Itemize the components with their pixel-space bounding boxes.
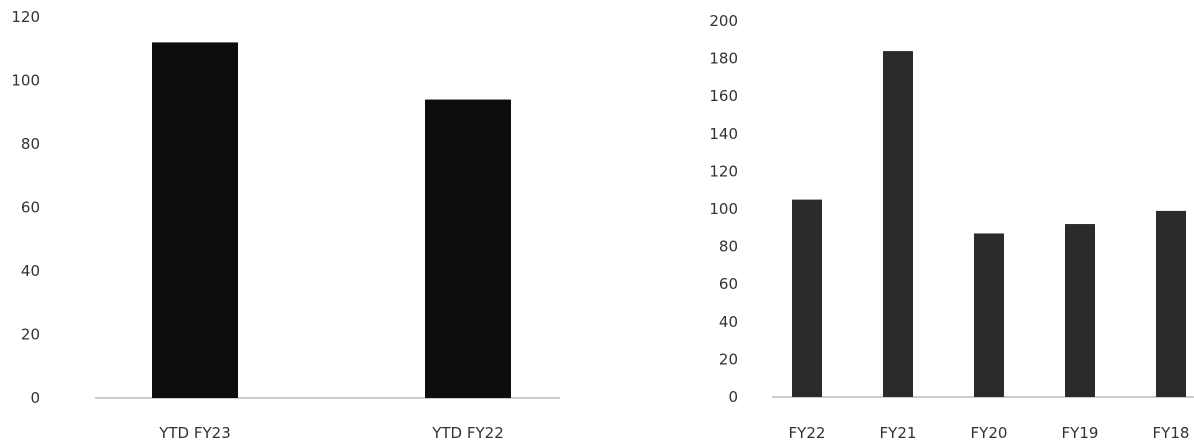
x-tick-label: FY20 bbox=[971, 424, 1008, 442]
y-tick-label: 0 bbox=[728, 388, 738, 406]
x-tick-label: FY22 bbox=[789, 424, 826, 442]
y-tick-label: 100 bbox=[11, 72, 40, 90]
y-tick-label: 20 bbox=[719, 350, 738, 368]
y-tick-label: 120 bbox=[11, 8, 40, 26]
x-tick-label: YTD FY22 bbox=[431, 424, 504, 442]
y-tick-label: 160 bbox=[709, 87, 738, 105]
x-tick-label: YTD FY23 bbox=[158, 424, 231, 442]
y-tick-label: 80 bbox=[21, 135, 40, 153]
bar bbox=[425, 99, 511, 399]
y-tick-label: 200 bbox=[709, 12, 738, 30]
y-tick-label: 80 bbox=[719, 238, 738, 256]
left-bar-chart: 0 20 40 60 80 100 120 YTD FY23 YTD FY22 bbox=[11, 8, 560, 442]
bar bbox=[152, 42, 238, 399]
right-bar-chart: 0 20 40 60 80 100 120 140 160 180 200 FY22 FY21 FY20 F… bbox=[709, 12, 1194, 442]
x-tick-label: FY19 bbox=[1062, 424, 1099, 442]
x-tick-label: FY21 bbox=[880, 424, 917, 442]
y-tick-label: 60 bbox=[719, 275, 738, 293]
y-tick-label: 40 bbox=[21, 262, 40, 280]
y-tick-label: 60 bbox=[21, 199, 40, 217]
y-tick-label: 20 bbox=[21, 326, 40, 344]
bar bbox=[883, 51, 913, 398]
y-tick-label: 180 bbox=[709, 50, 738, 68]
y-tick-label: 120 bbox=[709, 162, 738, 180]
y-tick-label: 140 bbox=[709, 125, 738, 143]
x-tick-label: FY18 bbox=[1153, 424, 1190, 442]
y-tick-label: 0 bbox=[30, 389, 40, 407]
bar bbox=[1065, 224, 1095, 397]
bar bbox=[792, 199, 822, 397]
y-tick-label: 100 bbox=[709, 200, 738, 218]
y-tick-label: 40 bbox=[719, 313, 738, 331]
bar bbox=[1156, 210, 1186, 397]
bar bbox=[974, 233, 1004, 397]
